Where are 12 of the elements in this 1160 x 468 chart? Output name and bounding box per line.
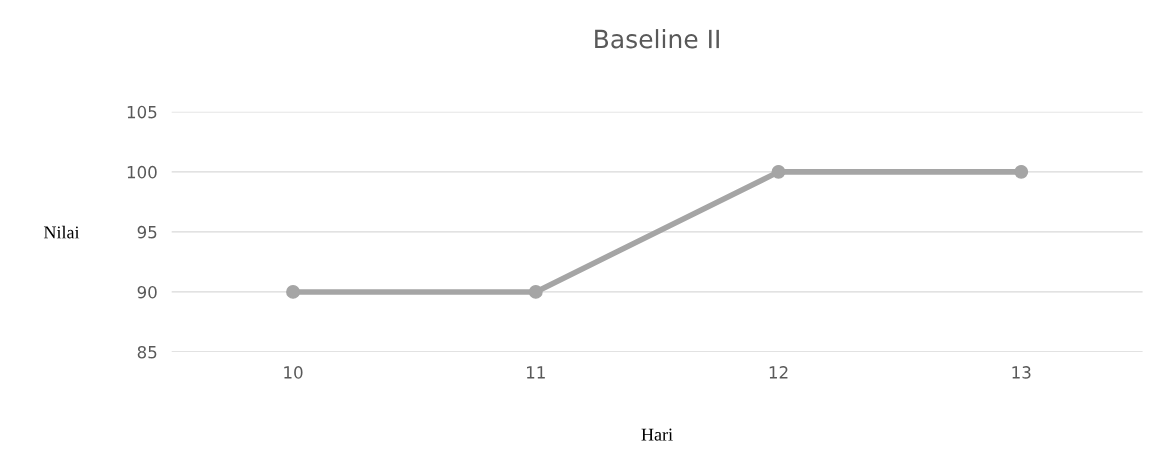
y-axis-title: Nilai	[43, 225, 80, 239]
x-axis-title: Hari	[641, 428, 673, 441]
x-tick-label: 12	[769, 366, 788, 379]
x-tick-label: 13	[1012, 366, 1031, 379]
x-tick-label: 10	[284, 366, 303, 379]
y-tick-label: 95	[137, 225, 157, 239]
y-tick-label: 90	[137, 285, 157, 299]
y-tick-label: 105	[127, 105, 157, 119]
y-tick-label: 85	[137, 345, 157, 359]
chart-title: Baseline II	[595, 29, 719, 49]
y-tick-label: 100	[127, 165, 157, 179]
x-tick-label: 11	[527, 366, 545, 379]
